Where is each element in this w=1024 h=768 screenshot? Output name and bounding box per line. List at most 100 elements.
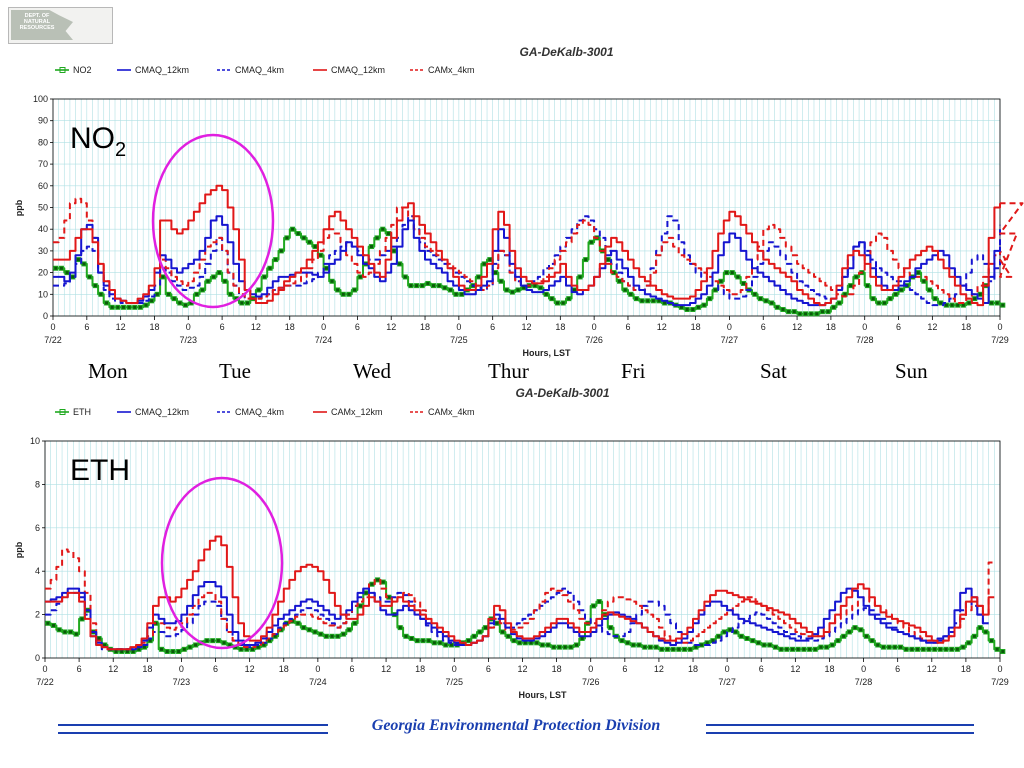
data-point xyxy=(738,633,744,639)
data-point xyxy=(335,633,341,639)
data-point xyxy=(56,627,62,633)
data-point xyxy=(187,644,193,650)
data-point xyxy=(425,280,431,286)
legend-label: CAMx_4km xyxy=(428,65,475,75)
dnr-logo: DEPT. OF NATURAL RESOURCES xyxy=(8,7,113,44)
x-tick-label: 18 xyxy=(961,664,971,674)
data-point xyxy=(807,646,813,652)
data-point xyxy=(363,590,369,596)
series-line xyxy=(45,581,989,651)
data-point xyxy=(414,638,420,644)
data-point xyxy=(848,283,854,289)
data-point xyxy=(154,291,160,297)
x-tick-label: 12 xyxy=(790,664,800,674)
x-tick-label: 6 xyxy=(213,664,218,674)
x-tick-label: 0 xyxy=(321,322,326,332)
data-point xyxy=(132,304,138,310)
data-point xyxy=(617,278,623,284)
data-point xyxy=(721,629,727,635)
day-label-fri: Fri xyxy=(621,359,646,383)
data-point xyxy=(1000,648,1006,654)
x-date-label: 7/29 xyxy=(991,677,1009,687)
data-point xyxy=(960,644,966,650)
x-tick-label: 6 xyxy=(220,322,225,332)
data-point xyxy=(511,638,517,644)
data-point xyxy=(45,620,51,626)
x-axis-label: Hours, LST xyxy=(518,690,567,700)
highlight-ellipse xyxy=(151,133,275,309)
data-point xyxy=(170,648,176,654)
data-point xyxy=(903,646,909,652)
data-point xyxy=(819,309,825,315)
series-camx-12km xyxy=(45,535,995,651)
x-tick-label: 6 xyxy=(77,664,82,674)
data-point xyxy=(166,291,172,297)
data-point xyxy=(650,298,656,304)
x-date-label: 7/27 xyxy=(718,677,736,687)
data-point xyxy=(164,648,170,654)
chart-1: GA-DeKalb-3001 NO2 CMAQ_12km CMAQ_4km CMAQ_1… xyxy=(14,45,1024,358)
y-tick-label: 20 xyxy=(38,268,48,278)
x-tick-label: 12 xyxy=(927,322,937,332)
y-axis-label: ppb xyxy=(14,199,24,216)
data-point xyxy=(515,287,521,293)
data-point xyxy=(752,291,758,297)
data-point xyxy=(295,231,301,237)
data-point xyxy=(104,300,110,306)
x-tick-label: 18 xyxy=(279,664,289,674)
data-point xyxy=(769,300,775,306)
data-point xyxy=(633,296,639,302)
data-point xyxy=(733,629,739,635)
data-point xyxy=(323,265,329,271)
data-point xyxy=(368,244,374,250)
data-point xyxy=(216,270,222,276)
data-point xyxy=(932,646,938,652)
data-point xyxy=(915,646,921,652)
x-date-label: 7/27 xyxy=(721,335,739,345)
data-point xyxy=(549,296,555,302)
data-point xyxy=(335,287,341,293)
data-point xyxy=(204,638,210,644)
data-point xyxy=(426,638,432,644)
x-tick-label: 0 xyxy=(727,322,732,332)
data-point xyxy=(340,631,346,637)
y-tick-label: 60 xyxy=(38,181,48,191)
data-point xyxy=(588,239,594,245)
x-tick-label: 12 xyxy=(386,322,396,332)
x-tick-label: 0 xyxy=(42,664,47,674)
data-point xyxy=(814,311,820,317)
data-point xyxy=(659,646,665,652)
data-point xyxy=(357,603,363,609)
data-point xyxy=(831,304,837,310)
data-point xyxy=(75,257,81,263)
data-point xyxy=(329,278,335,284)
data-point xyxy=(556,644,562,650)
x-tick-label: 18 xyxy=(420,322,430,332)
data-point xyxy=(591,603,597,609)
data-point xyxy=(505,633,511,639)
legend-label: CMAQ_12km xyxy=(331,65,385,75)
data-point xyxy=(865,283,871,289)
data-point xyxy=(483,625,489,631)
series-eth xyxy=(45,577,1006,654)
data-point xyxy=(994,646,1000,652)
data-point xyxy=(323,633,329,639)
data-point xyxy=(301,625,307,631)
x-tick-label: 6 xyxy=(622,664,627,674)
data-point xyxy=(972,296,978,302)
data-point xyxy=(109,304,115,310)
x-tick-label: 12 xyxy=(657,322,667,332)
x-tick-label: 6 xyxy=(895,664,900,674)
data-point xyxy=(741,280,747,286)
data-point xyxy=(836,300,842,306)
data-point xyxy=(562,644,568,650)
data-point xyxy=(385,231,391,237)
x-tick-label: 18 xyxy=(552,664,562,674)
data-point xyxy=(881,300,887,306)
data-point xyxy=(909,646,915,652)
x-tick-label: 0 xyxy=(315,664,320,674)
data-point xyxy=(215,638,221,644)
x-tick-label: 18 xyxy=(688,664,698,674)
data-point xyxy=(210,638,216,644)
legend-label: CAMx_12km xyxy=(331,407,383,417)
